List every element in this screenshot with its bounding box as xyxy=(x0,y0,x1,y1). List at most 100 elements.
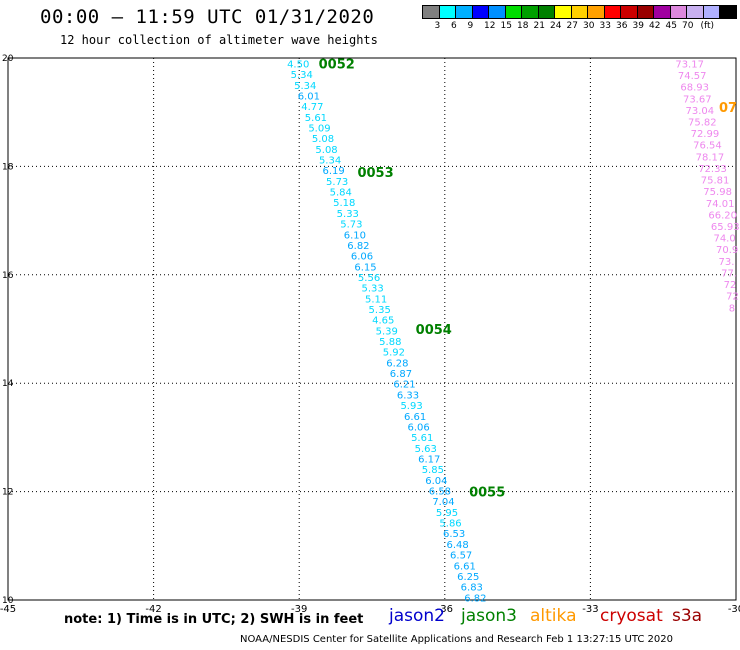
satellite-name: jason2 xyxy=(389,606,445,626)
track-value-label: 5.73 xyxy=(340,220,362,231)
track-value-label: 77. xyxy=(721,268,737,279)
track-value-label: 5.34 xyxy=(294,81,316,92)
track-value-label: 6.33 xyxy=(397,390,419,401)
track-value-label: 65.93 xyxy=(711,222,740,233)
track-value-label: 5.56 xyxy=(358,273,380,284)
legend-label: 30 xyxy=(583,21,595,31)
legend-label: 18 xyxy=(517,21,529,31)
legend-label: 27 xyxy=(566,21,578,31)
lat-tick-label: 12 xyxy=(2,488,13,498)
track-value-label: 5.18 xyxy=(333,198,355,209)
track-value-label: 5.84 xyxy=(330,188,352,199)
track-value-label: 5.73 xyxy=(326,177,348,188)
lat-tick-label: 20 xyxy=(2,54,14,64)
legend-swatch xyxy=(719,5,737,19)
track-value-label: 5.34 xyxy=(291,70,313,81)
legend-label: 15 xyxy=(500,21,512,31)
legend-label: 36 xyxy=(616,21,628,31)
track-value-label: 5.63 xyxy=(415,444,437,455)
track-value-label: 5.61 xyxy=(305,113,327,124)
lon-tick-label: -30 xyxy=(728,604,740,615)
track-value-label: 5.95 xyxy=(436,508,458,519)
track-value-label: 4.65 xyxy=(372,316,394,327)
track-value-label: 6.17 xyxy=(418,454,440,465)
legend-label: 33 xyxy=(599,21,611,31)
legend-label: 42 xyxy=(649,21,661,31)
track-value-label: 6.48 xyxy=(446,540,468,551)
track-value-label: 68.93 xyxy=(680,83,709,94)
track-value-label: 73.04 xyxy=(686,106,715,117)
track-value-label: 6.61 xyxy=(454,561,476,572)
track-value-label: 6.57 xyxy=(450,551,472,562)
track-value-label: 5.33 xyxy=(361,284,383,295)
track-value-label: 6.15 xyxy=(354,262,376,273)
track-value-label: 6.19 xyxy=(322,166,344,177)
satellite-name: s3a xyxy=(672,606,703,626)
track-value-label: 7.04 xyxy=(432,497,454,508)
track-value-label: 8 xyxy=(729,303,735,314)
track-value-label: 75.81 xyxy=(701,176,730,187)
track-value-label: 5.09 xyxy=(308,123,330,134)
track-id-label: 0052 xyxy=(319,57,355,72)
track-value-label: 5.85 xyxy=(422,465,444,476)
legend-label: 3 xyxy=(434,21,441,31)
track-value-label: 74.0 xyxy=(713,234,735,245)
track-value-label: 73.67 xyxy=(683,94,712,105)
track-value-label: 6.04 xyxy=(425,476,447,487)
track-value-label: 5.61 xyxy=(411,433,433,444)
track-value-label: 6.87 xyxy=(390,369,412,380)
track-value-label: 76.54 xyxy=(693,141,722,152)
legend-label: 6 xyxy=(451,21,457,31)
track-value-label: 5.08 xyxy=(312,134,334,145)
satellite-name: altika xyxy=(530,606,577,626)
lon-tick-label: -39 xyxy=(291,604,307,615)
legend-label: 21 xyxy=(533,21,545,31)
track-value-label: 5.88 xyxy=(379,337,401,348)
legend-label: (ft) xyxy=(700,21,715,31)
track-value-label: 73. xyxy=(719,257,735,268)
track-value-label: 5.39 xyxy=(376,326,398,337)
track-value-label: 6.21 xyxy=(393,380,415,391)
lat-tick-label: 10 xyxy=(2,596,14,606)
track-value-label: 4.77 xyxy=(301,102,323,113)
track-id-label: 0053 xyxy=(357,166,393,181)
lat-tick-label: 18 xyxy=(2,162,14,172)
lon-tick-label: -36 xyxy=(437,604,453,615)
page-title: 00:00 – 11:59 UTC 01/31/2020 xyxy=(40,6,375,28)
track-value-label: 5.35 xyxy=(369,305,391,316)
satellite-name: jason3 xyxy=(461,606,517,626)
lon-tick-label: -33 xyxy=(582,604,598,615)
track-value-label: 5.11 xyxy=(365,294,387,305)
track-value-label: 6.53 xyxy=(443,529,465,540)
track-value-label: 5.08 xyxy=(315,145,337,156)
track-value-label: 4.50 xyxy=(287,59,309,70)
track-value-label: 6.58 xyxy=(429,487,451,498)
track-value-label: 6.25 xyxy=(457,572,479,583)
legend-label: 9 xyxy=(467,21,474,31)
track-value-label: 6.61 xyxy=(404,412,426,423)
track-value-label: 6.82 xyxy=(464,593,486,604)
track-value-label: 5.93 xyxy=(400,401,422,412)
track-value-label: 6.06 xyxy=(351,252,373,263)
credit-text: NOAA/NESDIS Center for Satellite Applica… xyxy=(240,634,673,645)
track-value-label: 6.83 xyxy=(461,583,483,594)
track-value-label: 5.34 xyxy=(319,156,341,167)
track-value-label: 74.01 xyxy=(706,199,735,210)
track-value-label: 72.33 xyxy=(698,164,727,175)
track-value-label: 5.33 xyxy=(337,209,359,220)
track-value-label: 73.17 xyxy=(675,59,704,70)
track-value-label: 78.17 xyxy=(696,152,725,163)
track-value-label: 5.86 xyxy=(439,519,461,530)
track-value-label: 72 xyxy=(724,280,737,291)
track-value-label: 70.9 xyxy=(716,245,738,256)
map-frame xyxy=(7,57,737,601)
track-value-label: 75.82 xyxy=(688,117,717,128)
lat-tick-label: 16 xyxy=(2,271,14,281)
track-value-label: 6.28 xyxy=(386,358,408,369)
page-subtitle: 12 hour collection of altimeter wave hei… xyxy=(60,33,378,47)
legend-label: 70 xyxy=(682,21,694,31)
track-value-label: 6.10 xyxy=(344,230,366,241)
legend-label: 24 xyxy=(550,21,562,31)
legend-label: 12 xyxy=(484,21,496,31)
track-value-label: 5.92 xyxy=(383,348,405,359)
